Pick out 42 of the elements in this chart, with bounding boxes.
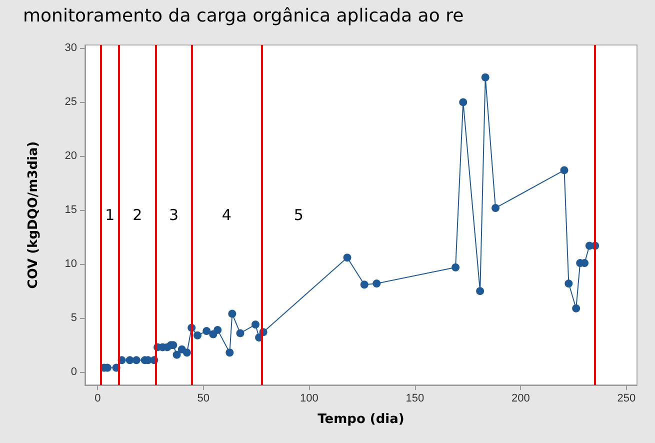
annotation: 5 [294,206,304,224]
y-tick-label: 10 [64,258,77,270]
x-tick-label: 250 [617,392,636,404]
point [360,280,368,289]
annotation: 4 [222,206,232,224]
point [228,310,236,318]
point [226,348,234,357]
y-tick-label: 25 [64,96,77,108]
point [214,326,222,334]
x-tick-label: 0 [94,392,101,404]
point [560,166,568,174]
x-tick-label: 200 [512,392,530,404]
point [132,356,140,364]
point [459,98,468,106]
point [476,287,484,296]
point [372,280,381,288]
annotation: 3 [169,206,179,224]
y-tick-label: 30 [64,42,77,54]
point [481,73,490,82]
x-axis-title: Tempo (dia) [318,412,404,427]
point [572,304,580,312]
x-tick-label: 50 [197,392,210,404]
point [202,327,211,336]
x-tick-label: 100 [300,392,318,404]
point [343,254,352,262]
y-axis-title: COV (kgDQO/m3dia) [26,141,41,289]
point [236,329,244,338]
annotation: 1 [105,206,115,224]
point [251,320,260,329]
y-tick-label: 0 [70,366,77,378]
point [492,204,500,212]
x-tick-label: 150 [406,392,424,404]
point [182,348,191,357]
y-tick-label: 5 [70,312,77,324]
chart-title: monitoramento da carga orgânica aplicada ao re [23,6,464,26]
point [564,280,573,288]
annotation: 2 [132,206,142,224]
point [452,263,460,272]
y-tick-label: 20 [64,150,77,162]
point [172,350,181,359]
point [194,331,202,340]
y-tick-label: 15 [64,204,77,216]
